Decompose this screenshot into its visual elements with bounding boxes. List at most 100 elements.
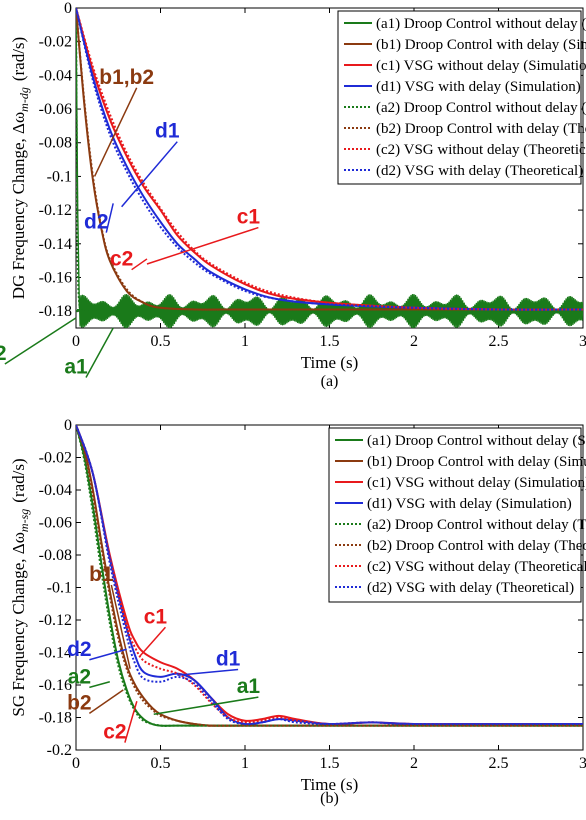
x-tick-label: 1.5 xyxy=(320,333,340,350)
x-tick-label: 0 xyxy=(72,755,80,772)
annotation-leader xyxy=(139,626,166,657)
y-tick-label: -0.12 xyxy=(39,612,72,629)
legend-entry: (a2) Droop Control without delay (Theore… xyxy=(367,517,586,533)
legend-box xyxy=(337,10,582,185)
legend-entry: (a2) Droop Control without delay (Theore… xyxy=(376,100,586,116)
legend-entry: (d2) VSG with delay (Theoretical) xyxy=(367,580,574,596)
y-tick-label: -0.14 xyxy=(39,236,72,253)
legend-box xyxy=(328,427,582,603)
legend-entry: (b2) Droop Control with delay (Theoretic… xyxy=(376,121,586,137)
legend: (a1) Droop Control without delay (Simula… xyxy=(337,10,586,185)
chart-b-sg-frequency: 0 0.5 1 1.5 2 2.5 3 0 -0.02 -0.04 -0.06 -0.08 -0.1 -0… xyxy=(9,417,586,807)
annotation-label: c2 xyxy=(110,248,133,271)
y-tick-label: 0 xyxy=(64,417,72,434)
y-tick-label: -0.04 xyxy=(39,482,72,499)
x-axis-label: Time (s) xyxy=(301,353,358,372)
legend-entry: (d2) VSG with delay (Theoretical) xyxy=(376,163,583,179)
x-tick-label: 0 xyxy=(72,333,80,350)
legend-entry: (b1) Droop Control with delay (Simulatio… xyxy=(376,37,586,53)
annotation-label: c2 xyxy=(103,721,126,744)
annotation-label: a2 xyxy=(68,665,91,688)
annotation-label: b2 xyxy=(67,691,92,714)
annotation-label: c1 xyxy=(237,206,261,229)
y-tick-label: -0.08 xyxy=(39,547,72,564)
annotation-label: b1,b2 xyxy=(99,66,154,89)
y-axis-label-main: SG Frequency Change, Δω xyxy=(9,532,28,717)
chart-a-dg-frequency: 0 0.5 1 1.5 2 2.5 3 0 -0.02 -0.04 -0.06 -0.08 -0.1 -0… xyxy=(0,0,586,390)
y-axis-label: DG Frequency Change, Δωm-dg (rad/s) xyxy=(9,37,31,299)
series-line-6 xyxy=(76,8,583,311)
y-axis-label-sub: m-dg xyxy=(17,87,31,112)
annotation-label: a1 xyxy=(237,675,261,698)
legend-entry: (d1) VSG with delay (Simulation) xyxy=(367,496,572,512)
annotation-leader xyxy=(4,317,77,365)
legend-entry: (b2) Droop Control with delay (Theoretic… xyxy=(367,538,586,554)
y-axis-label: SG Frequency Change, Δωm-sg (rad/s) xyxy=(9,458,31,716)
annotation-leader xyxy=(89,648,127,661)
annotation-leader xyxy=(105,203,114,233)
annotation-label: a2 xyxy=(0,342,7,365)
legend: (a1) Droop Control without delay (Simula… xyxy=(328,427,586,603)
annotation-label: b1 xyxy=(89,563,114,586)
y-tick-label: -0.1 xyxy=(47,168,72,185)
x-axis-label: Time (s) xyxy=(301,775,358,794)
y-tick-label: -0.2 xyxy=(47,742,72,759)
annotation-leader xyxy=(153,696,259,715)
annotation-label: c1 xyxy=(144,605,168,628)
y-tick-label: -0.06 xyxy=(39,101,72,118)
y-tick-label: -0.18 xyxy=(39,303,72,320)
y-tick-label: -0.1 xyxy=(47,580,72,597)
figure-caption: (b) xyxy=(320,790,339,807)
annotation-label: d2 xyxy=(67,638,92,661)
annotation-leader xyxy=(93,87,138,177)
x-tick-label: 2 xyxy=(410,755,418,772)
annotation-leader xyxy=(146,226,259,265)
legend-entry: (a1) Droop Control without delay (Simula… xyxy=(376,16,586,32)
y-tick-label: -0.16 xyxy=(39,677,72,694)
x-tick-label: 2 xyxy=(410,333,418,350)
annotation-leader xyxy=(131,258,148,271)
annotation-label: d1 xyxy=(155,120,180,143)
x-tick-label: 3 xyxy=(579,755,586,772)
annotation-leader xyxy=(110,584,131,669)
annotation-label: d2 xyxy=(84,211,109,234)
x-tick-label: 0.5 xyxy=(151,755,171,772)
plot-lines xyxy=(76,8,583,328)
series-line-8 xyxy=(76,8,583,311)
y-tick-label: -0.18 xyxy=(39,710,72,727)
y-axis-label-unit: (rad/s) xyxy=(9,37,28,81)
legend-entry: (b1) Droop Control with delay (Simulatio… xyxy=(367,454,586,470)
x-tick-label: 0.5 xyxy=(151,333,171,350)
annotation-label: a1 xyxy=(64,355,88,378)
x-tick-label: 1 xyxy=(241,333,249,350)
annotation-label: d1 xyxy=(216,648,241,671)
series-line-6 xyxy=(76,425,583,727)
annotation-leader xyxy=(88,689,124,714)
annotation-leader xyxy=(85,327,114,378)
y-tick-label: -0.02 xyxy=(39,450,72,467)
y-tick-label: -0.04 xyxy=(39,67,72,84)
annotation-leader xyxy=(177,668,239,676)
figure-caption: (a) xyxy=(321,373,339,390)
y-tick-label: -0.12 xyxy=(39,202,72,219)
y-tick-label: -0.02 xyxy=(39,34,72,51)
legend-entry: (c1) VSG without delay (Simulation) xyxy=(367,475,586,491)
x-tick-label: 1 xyxy=(241,755,249,772)
y-tick-label: -0.16 xyxy=(39,269,72,286)
legend-entry: (a1) Droop Control without delay (Simula… xyxy=(367,433,586,449)
annotation-leader xyxy=(121,141,178,208)
legend-entry: (c2) VSG without delay (Theoretical) xyxy=(367,559,586,575)
annotation-leader xyxy=(89,681,110,689)
y-tick-label: -0.08 xyxy=(39,135,72,152)
y-axis-label-unit: (rad/s) xyxy=(9,458,28,502)
legend-entry: (c1) VSG without delay (Simulation) xyxy=(376,58,586,74)
x-tick-label: 3 xyxy=(579,333,586,350)
x-tick-label: 2.5 xyxy=(489,333,509,350)
y-tick-label: 0 xyxy=(64,0,72,17)
y-tick-label: -0.06 xyxy=(39,515,72,532)
y-axis-label-sub: m-sg xyxy=(17,509,31,532)
y-tick-label: -0.14 xyxy=(39,645,72,662)
x-tick-label: 1.5 xyxy=(320,755,340,772)
annotation-leader xyxy=(124,701,138,743)
